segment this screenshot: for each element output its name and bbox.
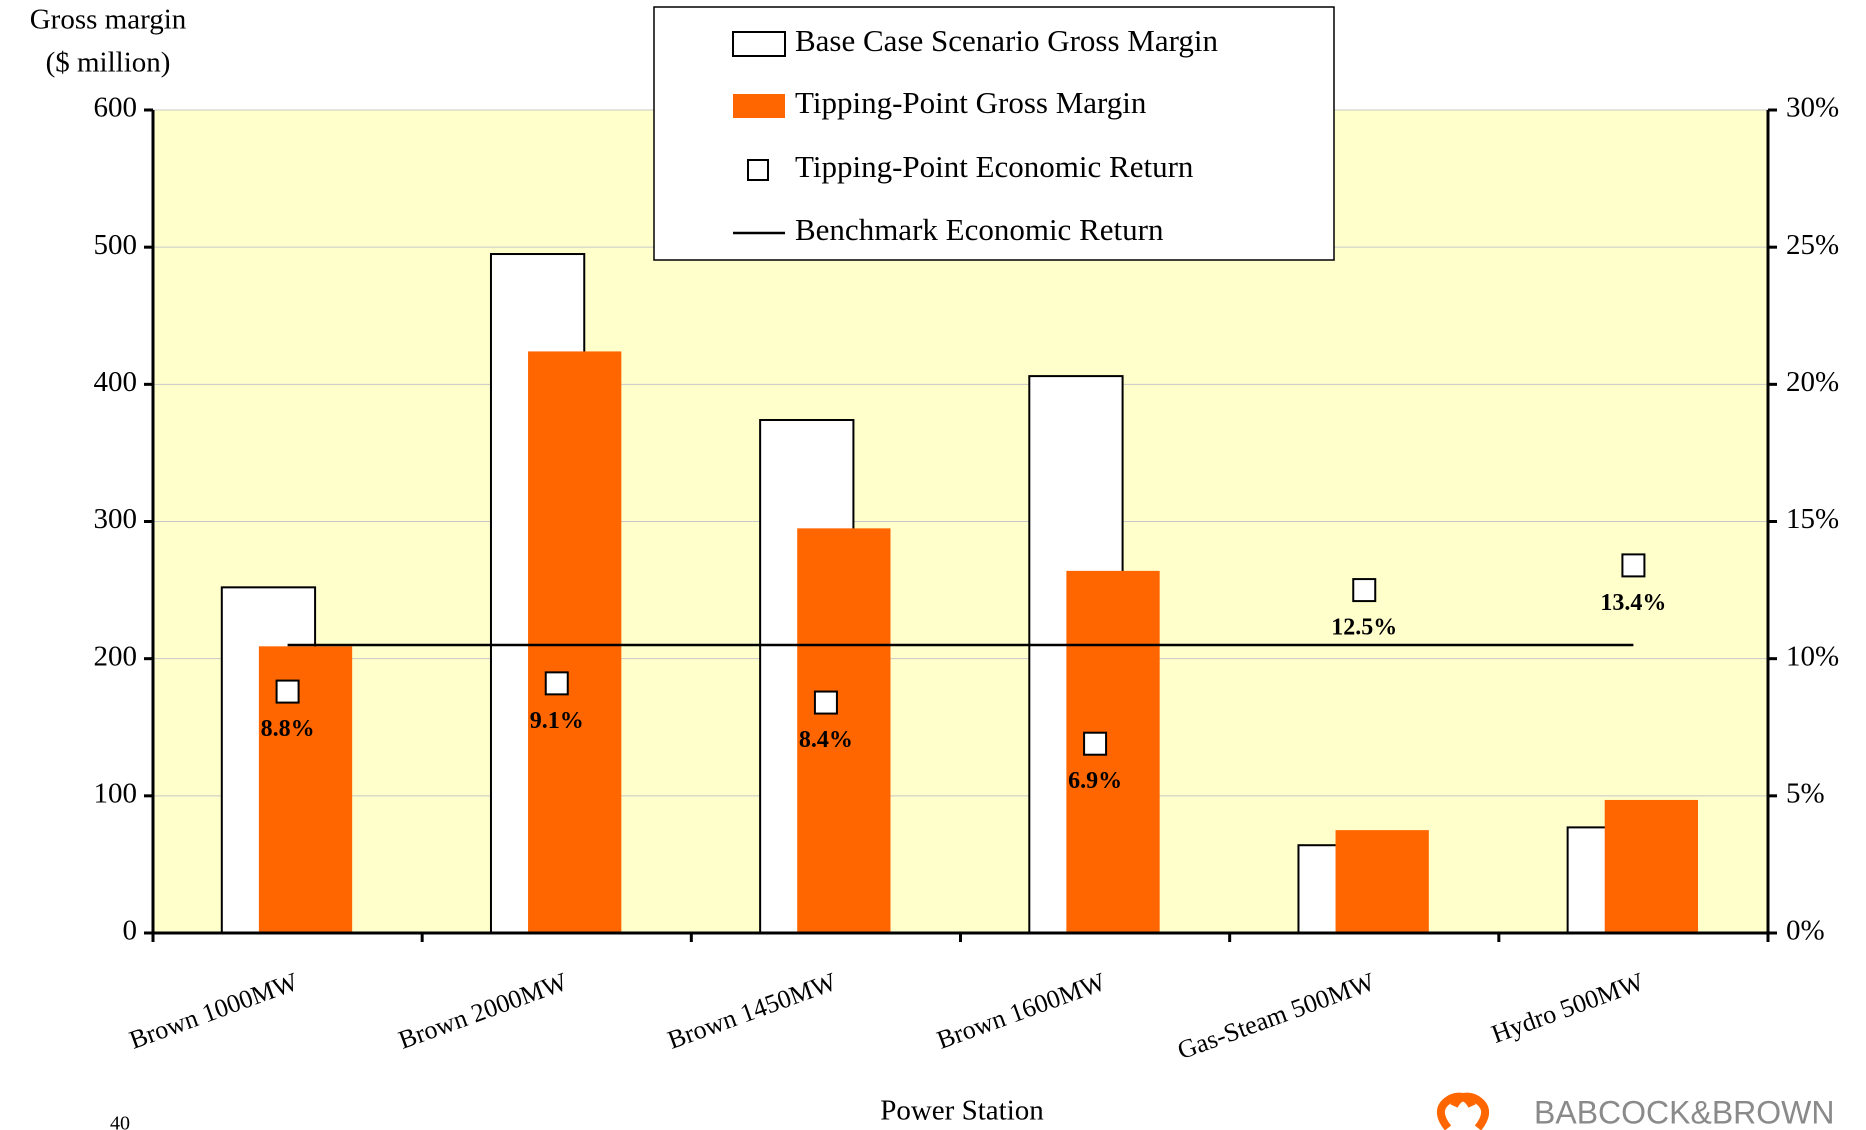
return-marker xyxy=(1621,553,1646,578)
tipping-bar xyxy=(797,528,891,933)
tipping-bar xyxy=(1604,799,1699,933)
legend-label: Benchmark Economic Return xyxy=(795,212,1164,247)
x-tick-label: Brown 1600MW xyxy=(933,967,1110,1055)
y-tick-label: 300 xyxy=(94,503,138,535)
legend-label: Tipping-Point Economic Return xyxy=(795,149,1194,184)
return-marker xyxy=(275,679,300,704)
y2-tick-label: 10% xyxy=(1786,640,1839,672)
legend-label: Base Case Scenario Gross Margin xyxy=(795,23,1219,58)
x-axis-title: Power Station xyxy=(880,1095,1044,1127)
y2-tick-label: 25% xyxy=(1786,229,1839,261)
y2-tick-label: 15% xyxy=(1786,503,1839,535)
return-label: 13.4% xyxy=(1600,590,1666,616)
return-marker xyxy=(813,690,838,715)
x-tick-label: Gas-Steam 500MW xyxy=(1174,967,1379,1065)
x-tick-label: Brown 2000MW xyxy=(395,967,572,1055)
y2-tick-label: 30% xyxy=(1786,92,1839,124)
y-axis-title: ($ million) xyxy=(46,47,171,79)
legend-swatch xyxy=(747,159,769,181)
legend-swatch xyxy=(733,94,785,118)
logo-icon xyxy=(1437,1092,1489,1130)
y-tick-label: 200 xyxy=(94,640,138,672)
x-tick-label: Hydro 500MW xyxy=(1488,967,1648,1049)
return-label: 6.9% xyxy=(1068,768,1122,794)
tipping-bar xyxy=(528,351,622,933)
return-marker xyxy=(1352,578,1377,603)
return-label: 9.1% xyxy=(530,708,584,734)
y-tick-label: 100 xyxy=(94,777,138,809)
y2-tick-label: 5% xyxy=(1786,777,1825,809)
return-marker xyxy=(544,671,569,696)
y-tick-label: 500 xyxy=(94,229,138,261)
y-tick-label: 0 xyxy=(123,915,138,947)
return-label: 8.8% xyxy=(261,716,315,742)
page-number: 40 xyxy=(110,1113,130,1130)
legend-swatch xyxy=(732,31,786,57)
legend-label: Tipping-Point Gross Margin xyxy=(795,85,1147,120)
y-tick-label: 400 xyxy=(94,366,138,398)
logo-text: BABCOCK&BROWN xyxy=(1534,1094,1834,1130)
y2-tick-label: 20% xyxy=(1786,366,1839,398)
return-marker xyxy=(1083,731,1108,756)
y2-tick-label: 0% xyxy=(1786,915,1825,947)
logo: BABCOCK&BROWN xyxy=(1437,1092,1834,1130)
y-tick-label: 600 xyxy=(94,92,138,124)
legend: Base Case Scenario Gross Margin Tipping-P… xyxy=(653,6,1335,261)
tipping-bar xyxy=(258,646,353,933)
x-tick-label: Brown 1450MW xyxy=(664,967,841,1055)
return-label: 12.5% xyxy=(1331,615,1397,641)
tipping-bar xyxy=(1335,830,1429,933)
return-label: 8.4% xyxy=(799,727,853,753)
x-tick-label: Brown 1000MW xyxy=(125,967,302,1055)
y-axis-title: Gross margin xyxy=(30,4,187,36)
tipping-bar xyxy=(1066,570,1160,933)
